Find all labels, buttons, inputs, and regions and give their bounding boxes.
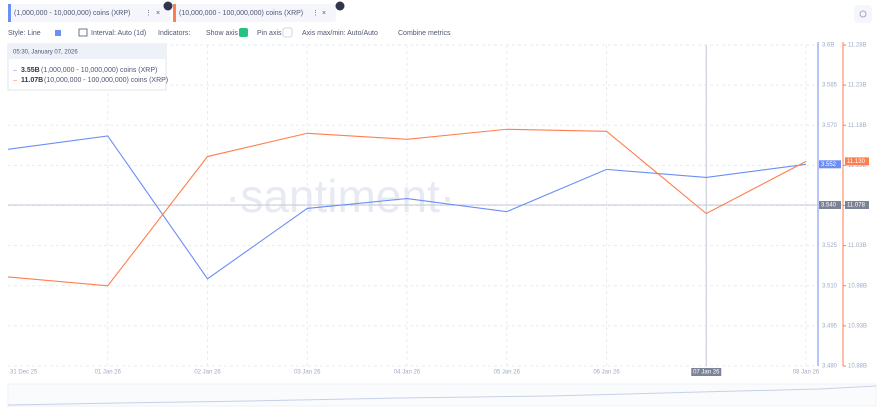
crosshair-x-label-bg [691,368,722,376]
y-tick-label: 3.6B [822,43,834,49]
series-line [7,128,807,287]
chip-menu[interactable]: ⋮ [145,10,152,17]
tooltip-dash: – [13,77,17,84]
y2-tick-label: 10.93B [848,323,867,329]
y-tick-label: 3.570 [822,123,838,129]
y2-tick-label: 11.03B [848,243,867,249]
y-tick-label: 3.585 [822,83,838,89]
last-value-label-bg [819,160,841,169]
crosshair-y-label-bg [819,201,841,209]
y2-tick-label: 11.28B [848,43,867,49]
chip-close[interactable]: × [156,10,160,17]
tooltip-dash: – [13,67,17,74]
y2-tick-label: 10.98B [848,283,867,289]
remove-button[interactable] [163,1,173,11]
toolbar-pin-axis: Pin axis [257,30,282,37]
y2-tick-label: 11.18B [848,123,867,129]
x-tick-label: 02 Jan 26 [194,370,221,376]
chip-color [173,4,176,22]
toolbar-axis-maxmin[interactable]: Axis max/min: Auto/Auto [302,30,378,37]
last-value-label: 3.552 [821,162,837,168]
watermark: ·santiment· [225,170,455,222]
toolbar-combine[interactable]: Combine metrics [398,30,451,37]
remove-button[interactable] [335,1,345,11]
series-line [7,135,807,280]
y-tick-label: 3.495 [822,323,838,329]
navigator[interactable] [7,383,877,407]
tooltip-date: 05:30, January 07, 2026 [13,50,78,56]
last-value-label-bg [845,157,869,166]
x-tick-label: 31 Dec 25 [10,370,38,376]
chip-label: (1,000,000 - 10,000,000) coins (XRP) [14,10,130,17]
toolbar-interval[interactable]: Interval: Auto (1d) [91,30,146,37]
chip-color [8,4,11,22]
x-tick-label: 03 Jan 26 [294,370,321,376]
y2-tick-label: 10.88B [848,364,867,370]
y2-tick-label: 11.23B [848,83,867,89]
y-tick-label: 3.525 [822,243,838,249]
metric-chip[interactable] [8,4,170,22]
last-value-label: 11.130 [847,159,866,165]
x-tick-label: 08 Jan 26 [793,370,820,376]
chip-menu[interactable]: ⋮ [312,10,319,17]
x-tick-label: 05 Jan 26 [494,370,521,376]
tooltip-series: (1,000,000 - 10,000,000) coins (XRP) [41,67,157,74]
crosshair-y2-label-bg [845,201,869,209]
x-tick-label: 06 Jan 26 [593,370,620,376]
y2-tick-label: 11.13B [848,163,867,169]
crosshair-y2-label: 11.078 [847,203,866,209]
crosshair-y-label: 3.540 [821,203,837,209]
settings-button[interactable] [854,5,872,23]
chip-close[interactable]: × [322,10,326,17]
pin-axis-checkbox[interactable] [282,27,293,38]
color-picker[interactable] [55,30,61,36]
tooltip-value: 11.07B [21,77,43,84]
tooltip-value: 3.55B [21,67,40,74]
toolbar-indicators[interactable]: Indicators: [158,30,190,37]
tooltip-series: (10,000,000 - 100,000,000) coins (XRP) [44,77,168,84]
navigator-line [7,385,877,406]
plot: 3.6B3.5853.5703.5553.5403.5253.5103.4953… [7,42,869,376]
crosshair-x-label: 07 Jan 26 [693,370,720,376]
interval-icon [78,28,88,37]
tooltip-header [8,44,166,59]
toolbar-style[interactable]: Style: Line [8,30,41,37]
chip-label: (10,000,000 - 100,000,000) coins (XRP) [179,10,303,17]
toolbar-show-axis: Show axis [206,30,238,37]
show-axis-checkbox[interactable] [239,28,248,37]
metric-chip[interactable] [173,4,336,22]
y-tick-label: 3.480 [822,364,838,370]
settings-icon [859,10,867,18]
y-tick-label: 3.510 [822,283,838,289]
x-tick-label: 01 Jan 26 [95,370,122,376]
x-tick-label: 04 Jan 26 [394,370,421,376]
